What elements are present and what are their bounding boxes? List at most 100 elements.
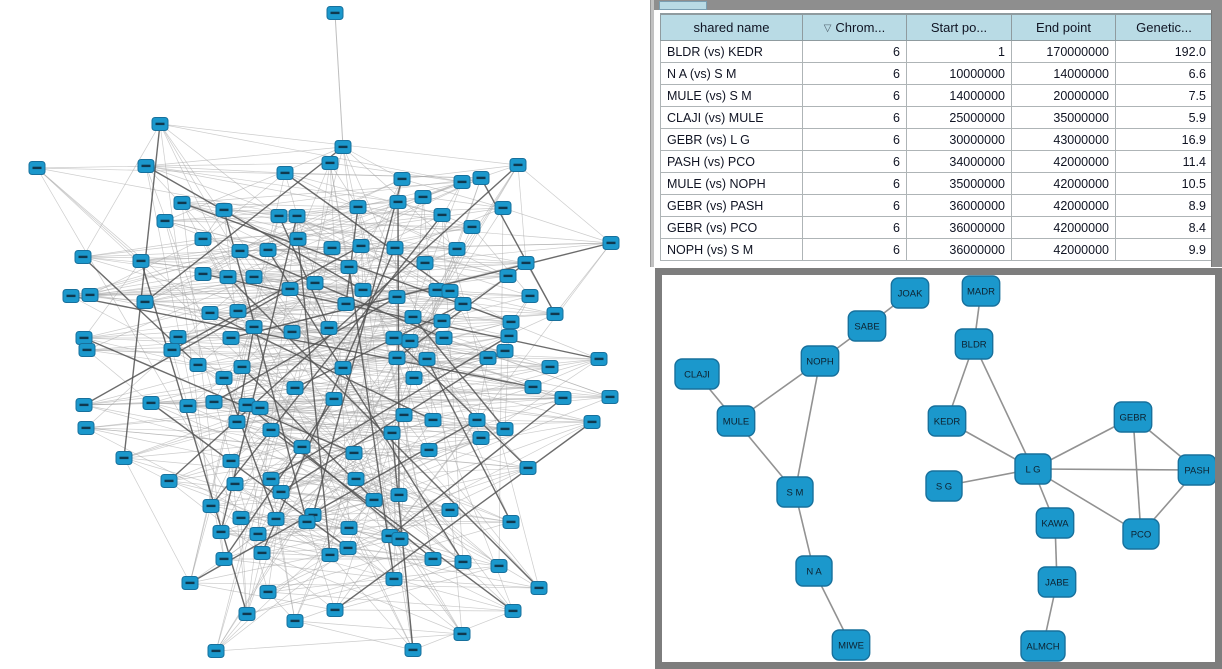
cell-shared-name[interactable]: CLAJI (vs) MULE [660, 106, 803, 129]
hairball-node[interactable] [389, 195, 407, 209]
hairball-node[interactable] [194, 267, 212, 281]
hairball-node[interactable] [500, 329, 518, 343]
hairball-node[interactable] [251, 401, 269, 415]
hairball-node[interactable] [253, 546, 271, 560]
hairball-node[interactable] [132, 254, 150, 268]
subnetwork-node-madr[interactable]: MADR [961, 275, 1001, 307]
hairball-node[interactable] [530, 581, 548, 595]
cell-value[interactable]: 6 [802, 150, 907, 173]
hairball-node[interactable] [509, 158, 527, 172]
hairball-node[interactable] [393, 172, 411, 186]
subnetwork-node-claji[interactable]: CLAJI [674, 358, 720, 390]
hairball-node[interactable] [249, 527, 267, 541]
hairball-node[interactable] [354, 283, 372, 297]
table-row[interactable]: BLDR (vs) KEDR 6 1 170000000 192.0 [660, 40, 1213, 63]
hairball-node[interactable] [404, 643, 422, 657]
hairball-node[interactable] [276, 166, 294, 180]
hairball-node[interactable] [390, 488, 408, 502]
hairball-node[interactable] [602, 236, 620, 250]
hairball-node[interactable] [472, 171, 490, 185]
hairball-node[interactable] [388, 290, 406, 304]
hairball-node[interactable] [136, 295, 154, 309]
hairball-node[interactable] [77, 421, 95, 435]
hairball-node[interactable] [245, 270, 263, 284]
hairball-node[interactable] [441, 503, 459, 517]
hairball-node[interactable] [75, 398, 93, 412]
subnetwork-node-noph[interactable]: NOPH [800, 345, 840, 377]
filter-icon[interactable]: ▽ [823, 23, 832, 34]
subnetwork-node-bldr[interactable]: BLDR [954, 328, 994, 360]
cell-value[interactable]: 42000000 [1011, 216, 1116, 239]
column-header-genetic[interactable]: Genetic... [1115, 13, 1213, 41]
hairball-node[interactable] [137, 159, 155, 173]
hairball-node[interactable] [288, 209, 306, 223]
cell-value[interactable]: 9.9 [1115, 238, 1213, 261]
cell-shared-name[interactable]: GEBR (vs) L G [660, 128, 803, 151]
hairball-node[interactable] [524, 380, 542, 394]
subnetwork-node-joak[interactable]: JOAK [890, 277, 930, 309]
hairball-node[interactable] [499, 269, 517, 283]
hairball-node[interactable] [62, 289, 80, 303]
hairball-node[interactable] [420, 443, 438, 457]
hairball-node[interactable] [169, 330, 187, 344]
cell-value[interactable]: 43000000 [1011, 128, 1116, 151]
cell-value[interactable]: 14000000 [906, 84, 1012, 107]
table-row[interactable]: PASH (vs) PCO 6 34000000 42000000 11.4 [660, 150, 1213, 173]
hairball-node[interactable] [347, 472, 365, 486]
cell-value[interactable]: 16.9 [1115, 128, 1213, 151]
hairball-node[interactable] [385, 331, 403, 345]
hairball-node[interactable] [181, 576, 199, 590]
hairball-node[interactable] [401, 334, 419, 348]
table-row[interactable]: GEBR (vs) PASH 6 36000000 42000000 8.9 [660, 194, 1213, 217]
table-row[interactable]: GEBR (vs) PCO 6 36000000 42000000 8.4 [660, 216, 1213, 239]
cell-value[interactable]: 11.4 [1115, 150, 1213, 173]
hairball-node[interactable] [262, 423, 280, 437]
hairball-node[interactable] [448, 242, 466, 256]
cell-shared-name[interactable]: PASH (vs) PCO [660, 150, 803, 173]
column-header-startpo[interactable]: Start po... [906, 13, 1012, 41]
hairball-node[interactable] [388, 351, 406, 365]
hairball-node[interactable] [259, 243, 277, 257]
cell-value[interactable]: 6 [802, 172, 907, 195]
subnetwork-edge[interactable] [794, 360, 821, 493]
hairball-node[interactable] [286, 614, 304, 628]
subnetwork-edge[interactable] [1132, 416, 1142, 535]
hairball-node[interactable] [463, 220, 481, 234]
cell-value[interactable]: 10.5 [1115, 172, 1213, 195]
column-header-endpoint[interactable]: End point [1011, 13, 1116, 41]
hairball-node[interactable] [521, 289, 539, 303]
hairball-node[interactable] [435, 331, 453, 345]
cell-value[interactable]: 170000000 [1011, 40, 1116, 63]
hairball-node[interactable] [233, 360, 251, 374]
hairball-node[interactable] [326, 6, 344, 20]
cell-value[interactable]: 35000000 [906, 172, 1012, 195]
hairball-node[interactable] [151, 117, 169, 131]
cell-value[interactable]: 6 [802, 128, 907, 151]
hairball-node[interactable] [472, 431, 490, 445]
cell-value[interactable]: 8.4 [1115, 216, 1213, 239]
cell-value[interactable]: 6 [802, 40, 907, 63]
hairball-node[interactable] [74, 250, 92, 264]
hairball-node[interactable] [479, 351, 497, 365]
subnetwork-edge[interactable] [973, 343, 1034, 470]
hairball-node[interactable] [454, 555, 472, 569]
subnetwork-node-sabe[interactable]: SABE [847, 310, 887, 342]
hairball-node[interactable] [215, 552, 233, 566]
hairball-node[interactable] [385, 572, 403, 586]
hairball-node[interactable] [222, 454, 240, 468]
hairball-node[interactable] [383, 426, 401, 440]
cell-value[interactable]: 6.6 [1115, 62, 1213, 85]
subnetwork-node-gebr[interactable]: GEBR [1113, 401, 1153, 433]
hairball-node[interactable] [245, 320, 263, 334]
cell-value[interactable]: 42000000 [1011, 172, 1116, 195]
hairball-node[interactable] [517, 256, 535, 270]
hairball-node[interactable] [546, 307, 564, 321]
cell-value[interactable]: 10000000 [906, 62, 1012, 85]
hairball-node[interactable] [601, 390, 619, 404]
cell-shared-name[interactable]: GEBR (vs) PASH [660, 194, 803, 217]
hairball-node[interactable] [349, 200, 367, 214]
hairball-node[interactable] [286, 381, 304, 395]
hairball-node[interactable] [115, 451, 133, 465]
cell-shared-name[interactable]: BLDR (vs) KEDR [660, 40, 803, 63]
column-header-chrom[interactable]: ▽ Chrom... [802, 13, 907, 41]
